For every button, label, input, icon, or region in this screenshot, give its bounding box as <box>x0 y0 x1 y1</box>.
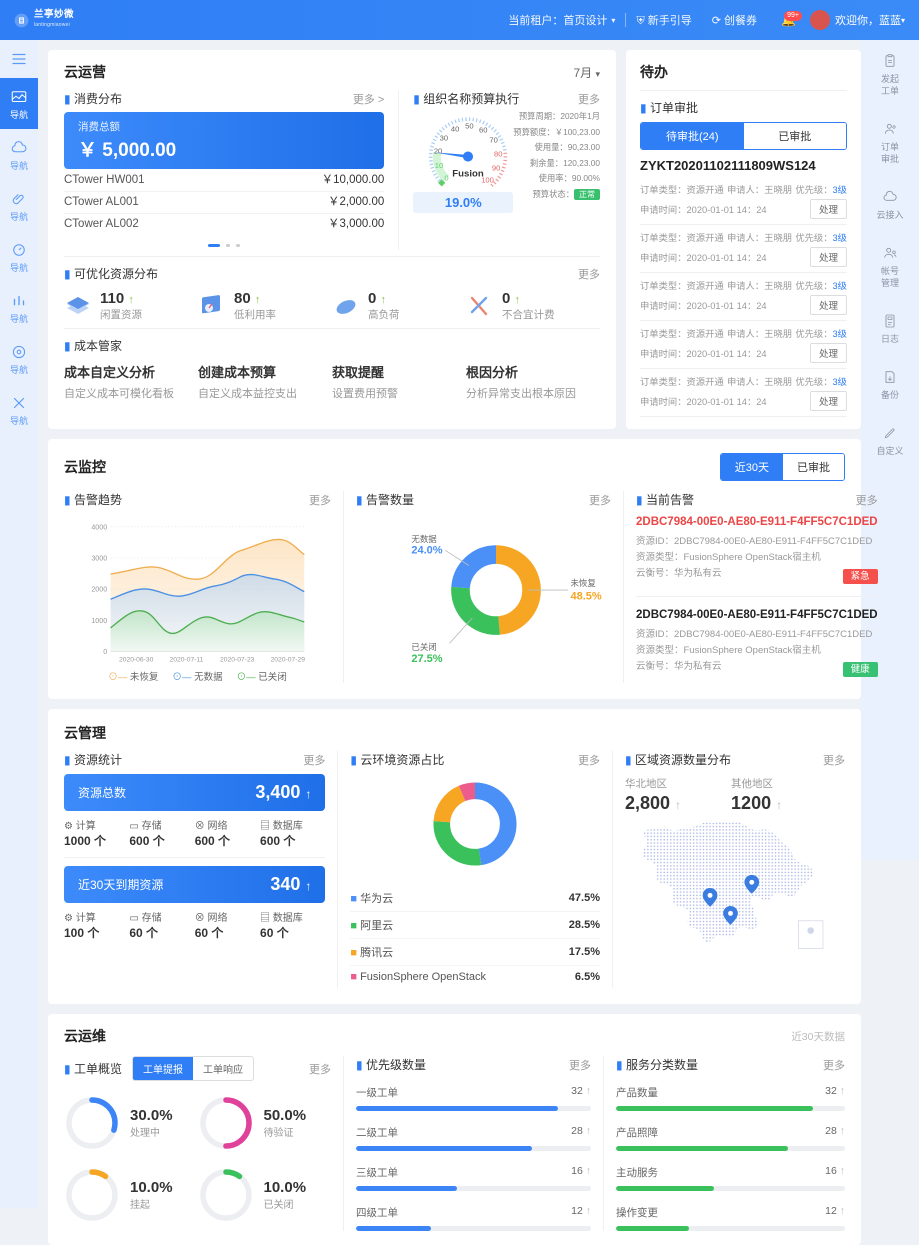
svg-text:24.0%: 24.0% <box>411 545 442 557</box>
svg-text:2000: 2000 <box>91 586 107 594</box>
svg-text:27.5%: 27.5% <box>411 653 442 665</box>
svg-text:90: 90 <box>492 164 500 173</box>
svg-text:1000: 1000 <box>91 617 107 625</box>
svg-text:0: 0 <box>445 173 449 182</box>
svg-text:50: 50 <box>465 122 473 131</box>
svg-text:2020-06-30: 2020-06-30 <box>119 657 154 664</box>
svg-text:40: 40 <box>451 124 459 133</box>
svg-text:80: 80 <box>494 149 502 158</box>
svg-text:48.5%: 48.5% <box>570 590 601 602</box>
svg-text:已关闭: 已关闭 <box>411 642 436 652</box>
svg-text:100: 100 <box>482 175 495 184</box>
svg-text:2020-07-23: 2020-07-23 <box>220 657 255 664</box>
svg-text:30: 30 <box>440 133 448 142</box>
svg-text:60: 60 <box>479 126 487 135</box>
svg-text:3000: 3000 <box>91 555 107 563</box>
svg-text:2020-07-29: 2020-07-29 <box>271 657 306 664</box>
svg-text:4000: 4000 <box>91 523 107 531</box>
svg-text:70: 70 <box>490 136 498 145</box>
svg-text:无数据: 无数据 <box>411 534 437 544</box>
svg-text:0: 0 <box>103 648 107 656</box>
svg-text:2020-07-11: 2020-07-11 <box>170 657 204 664</box>
svg-text:未恢复: 未恢复 <box>570 578 596 588</box>
svg-text:10: 10 <box>435 161 443 170</box>
svg-text:Fusion: Fusion <box>453 169 485 180</box>
svg-text:20: 20 <box>434 147 442 156</box>
